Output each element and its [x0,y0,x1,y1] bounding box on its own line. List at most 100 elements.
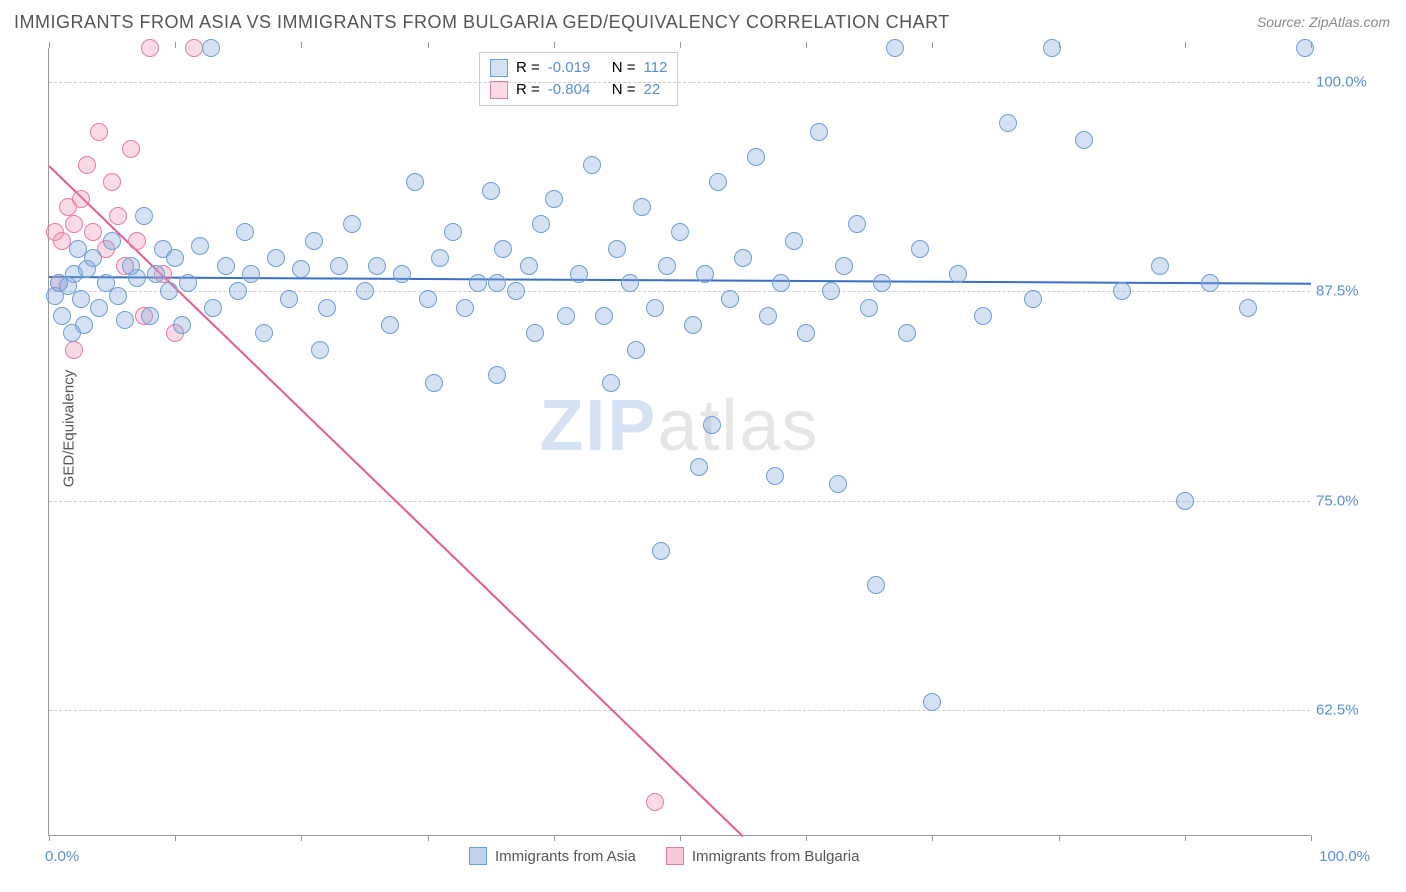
n-label: N = [612,57,636,79]
data-point [709,173,727,191]
data-point [202,39,220,57]
legend-row-asia: R = -0.019 N = 112 [490,57,667,79]
data-point [835,257,853,275]
r-label: R = [516,57,540,79]
data-point [822,282,840,300]
data-point [602,374,620,392]
data-point [1075,131,1093,149]
data-point [72,290,90,308]
data-point [886,39,904,57]
x-tick-top [175,42,176,48]
data-point [829,475,847,493]
data-point [135,207,153,225]
data-point [507,282,525,300]
data-point [646,793,664,811]
x-tick-top [301,42,302,48]
data-point [116,311,134,329]
data-point [570,265,588,283]
data-point [425,374,443,392]
swatch-bulgaria-icon [666,847,684,865]
gridline-h [49,710,1310,711]
data-point [242,265,260,283]
data-point [292,260,310,278]
data-point [860,299,878,317]
data-point [1024,290,1042,308]
data-point [217,257,235,275]
data-point [671,223,689,241]
data-point [280,290,298,308]
watermark-atlas: atlas [657,386,819,466]
data-point [848,215,866,233]
data-point [356,282,374,300]
r-value-asia: -0.019 [548,57,604,79]
data-point [898,324,916,342]
correlation-legend: R = -0.019 N = 112 R = -0.804 N = 22 [479,52,678,106]
data-point [84,223,102,241]
series-legend: Immigrants from Asia Immigrants from Bul… [469,847,859,865]
data-point [267,249,285,267]
swatch-bulgaria [490,81,508,99]
data-point [368,257,386,275]
data-point [229,282,247,300]
data-point [482,182,500,200]
x-tick-top [680,42,681,48]
data-point [406,173,424,191]
data-point [78,156,96,174]
data-point [772,274,790,292]
data-point [1239,299,1257,317]
data-point [646,299,664,317]
legend-item-asia: Immigrants from Asia [469,847,636,865]
data-point [179,274,197,292]
data-point [381,316,399,334]
legend-label-asia: Immigrants from Asia [495,848,636,865]
data-point [923,693,941,711]
data-point [318,299,336,317]
data-point [532,215,550,233]
data-point [526,324,544,342]
data-point [703,416,721,434]
data-point [583,156,601,174]
data-point [305,232,323,250]
data-point [911,240,929,258]
data-point [520,257,538,275]
data-point [393,265,411,283]
data-point [90,299,108,317]
data-point [419,290,437,308]
data-point [999,114,1017,132]
x-tick [1059,835,1060,841]
data-point [766,467,784,485]
data-point [103,173,121,191]
data-point [456,299,474,317]
data-point [633,198,651,216]
y-tick-label: 75.0% [1316,492,1386,509]
data-point [84,249,102,267]
data-point [1176,492,1194,510]
data-point [53,232,71,250]
source-label: Source: ZipAtlas.com [1257,14,1390,30]
swatch-asia [490,59,508,77]
data-point [90,123,108,141]
x-tick-top [49,42,50,48]
n-value-asia: 112 [644,57,668,79]
data-point [488,366,506,384]
gridline-h [49,82,1310,83]
x-tick-top [428,42,429,48]
data-point [311,341,329,359]
x-tick [301,835,302,841]
data-point [721,290,739,308]
data-point [1043,39,1061,57]
data-point [1201,274,1219,292]
data-point [734,249,752,267]
data-point [873,274,891,292]
data-point [141,307,159,325]
x-tick [428,835,429,841]
data-point [867,576,885,594]
data-point [191,237,209,255]
data-point [557,307,575,325]
data-point [690,458,708,476]
data-point [684,316,702,334]
data-point [949,265,967,283]
x-axis-max-label: 100.0% [1319,848,1370,865]
data-point [658,257,676,275]
data-point [160,282,178,300]
